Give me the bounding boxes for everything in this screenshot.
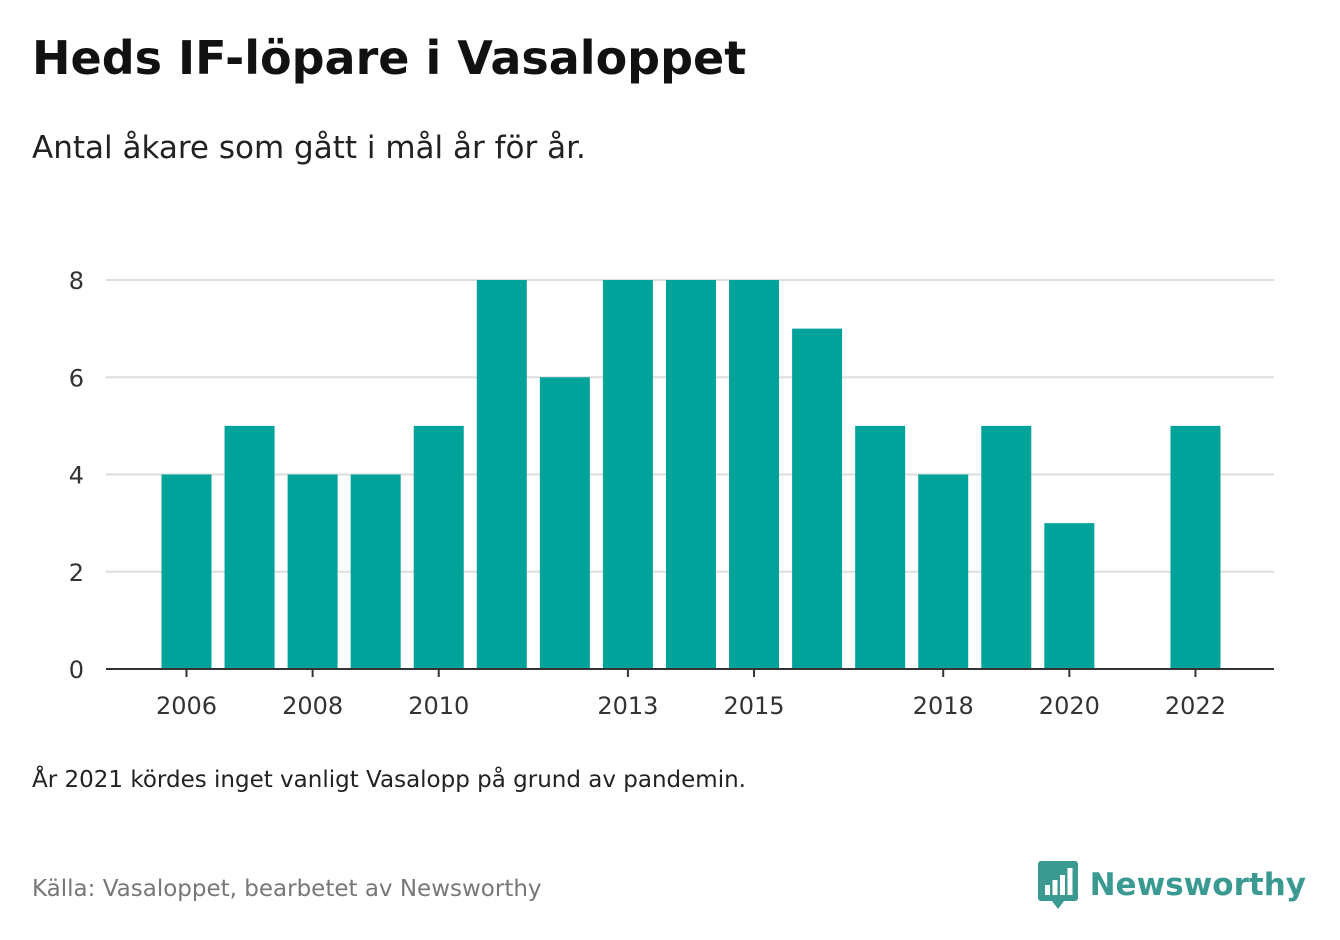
source-text: Källa: Vasaloppet, bearbetet av Newswort… <box>32 876 542 902</box>
bar-2020 <box>1044 523 1095 669</box>
bar-2015 <box>729 280 780 669</box>
y-axis-labels: 0 2 4 6 8 <box>69 267 84 684</box>
bar-2013 <box>602 280 653 669</box>
y-tick-label: 6 <box>69 364 84 392</box>
bar-2016 <box>792 328 843 669</box>
x-tick-label: 2018 <box>913 692 974 720</box>
bar-2008 <box>287 474 338 669</box>
bars <box>161 280 1221 669</box>
bar-2018 <box>918 474 969 669</box>
bar-2017 <box>855 425 906 669</box>
bar-2014 <box>665 280 716 669</box>
y-tick-label: 8 <box>69 267 84 295</box>
chart-title: Heds IF-löpare i Vasaloppet <box>32 31 747 85</box>
bar-2019 <box>981 425 1032 669</box>
x-axis-labels: 2006 2008 2010 2013 2015 2018 2020 2022 <box>156 692 1226 720</box>
bar-2012 <box>539 377 590 669</box>
brand-logo: Newsworthy <box>1037 861 1306 909</box>
bar-2011 <box>476 280 527 669</box>
y-tick-label: 2 <box>69 559 84 587</box>
bar-2006 <box>161 474 212 669</box>
y-tick-label: 0 <box>69 656 84 684</box>
x-axis <box>106 668 1274 677</box>
y-tick-label: 4 <box>69 462 84 490</box>
brand-name: Newsworthy <box>1089 867 1306 903</box>
bar-2022 <box>1170 425 1221 669</box>
chart-subtitle: Antal åkare som gått i mål år för år. <box>32 130 586 166</box>
bar-2010 <box>413 425 464 669</box>
x-tick-label: 2010 <box>408 692 469 720</box>
x-tick-label: 2013 <box>597 692 658 720</box>
newsworthy-logo-icon <box>1037 861 1078 909</box>
chart-note: År 2021 kördes inget vanligt Vasalopp på… <box>32 767 746 793</box>
x-tick-label: 2022 <box>1165 692 1226 720</box>
x-tick-label: 2008 <box>282 692 343 720</box>
bar-2007 <box>224 425 275 669</box>
x-tick-label: 2006 <box>156 692 217 720</box>
x-tick-label: 2020 <box>1039 692 1100 720</box>
bar-2009 <box>350 474 401 669</box>
x-tick-label: 2015 <box>724 692 785 720</box>
